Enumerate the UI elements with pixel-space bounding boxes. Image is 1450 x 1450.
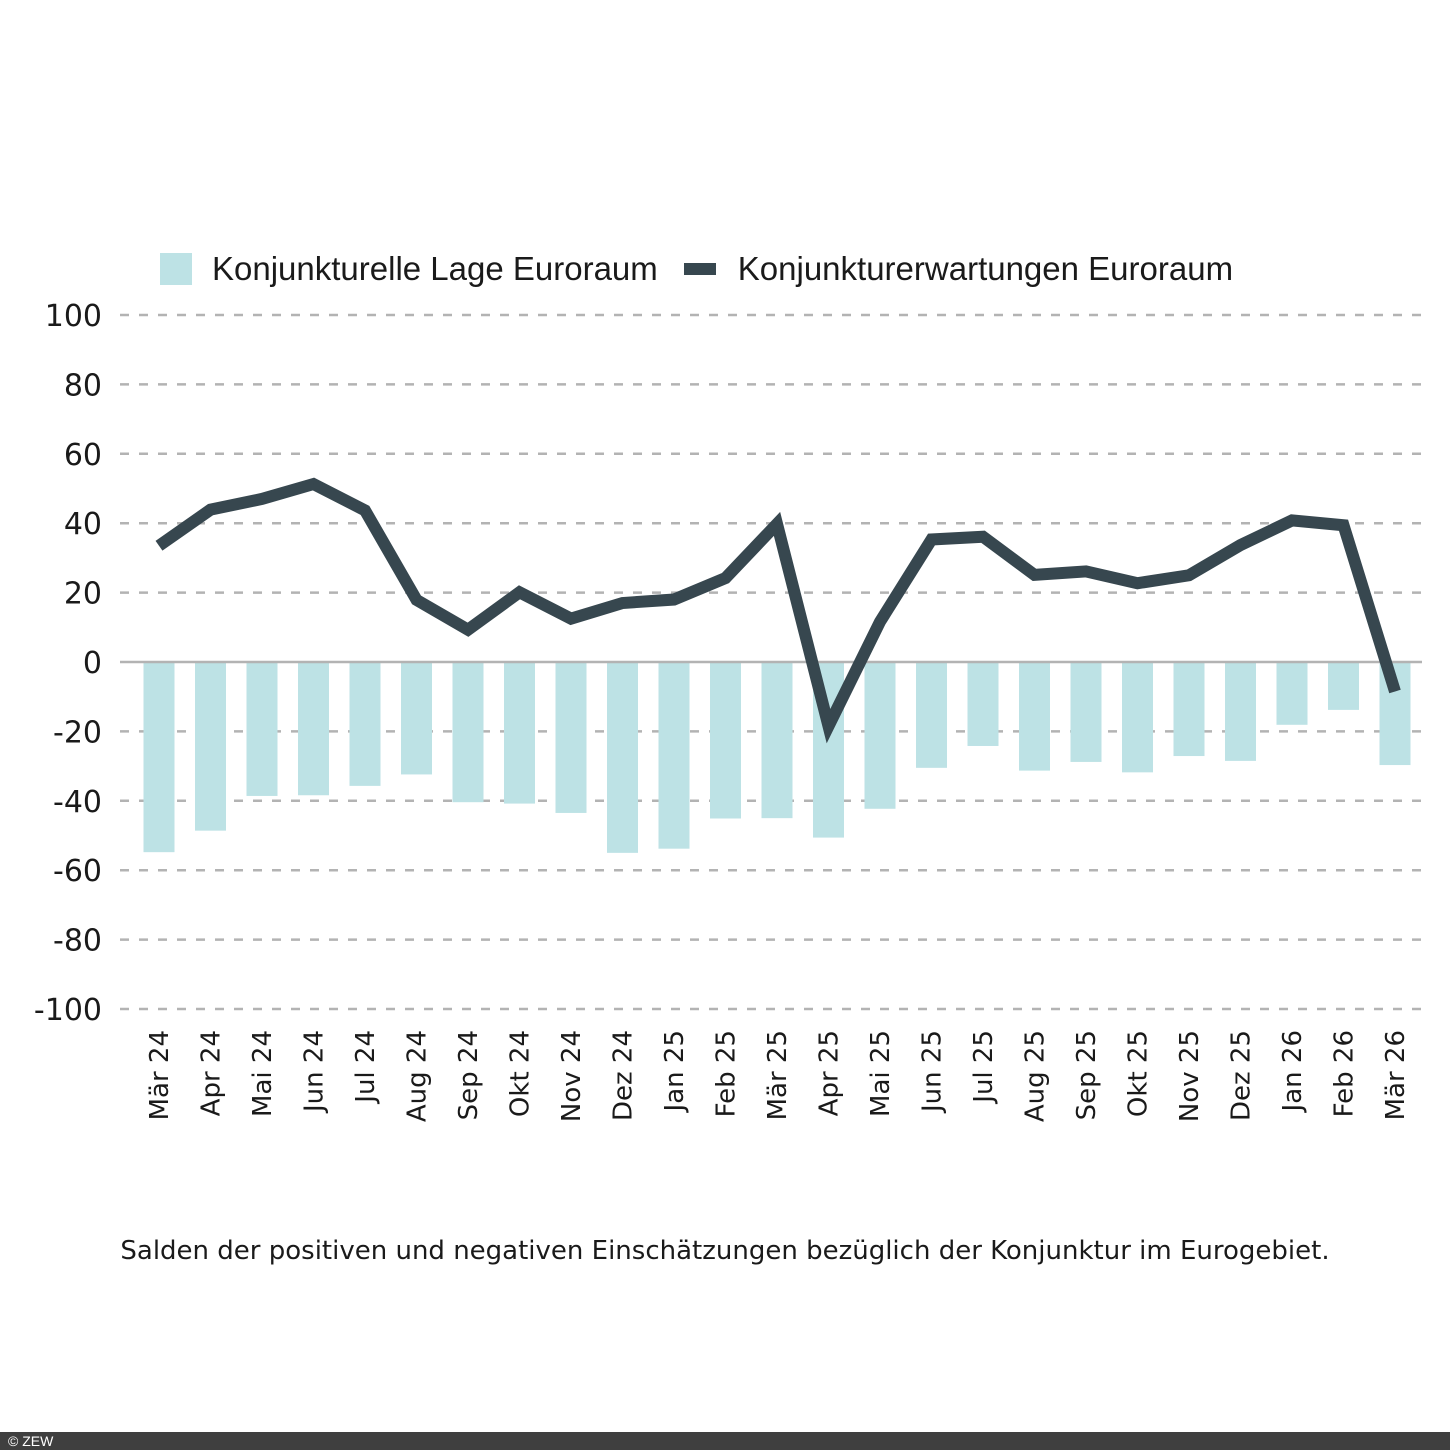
x-tick-label: Mär 24 bbox=[145, 1030, 175, 1120]
x-tick-label: Jun 24 bbox=[300, 1030, 330, 1114]
bar bbox=[864, 662, 896, 809]
y-tick-label: 100 bbox=[45, 299, 102, 334]
y-tick-label: 60 bbox=[64, 438, 102, 473]
legend-swatch-line bbox=[683, 263, 716, 275]
y-tick-label: 80 bbox=[64, 368, 102, 403]
x-tick-label: Jan 25 bbox=[660, 1030, 690, 1113]
bar bbox=[1070, 662, 1102, 762]
y-tick-label: -60 bbox=[53, 854, 102, 889]
x-tick-label: Mai 25 bbox=[866, 1030, 896, 1117]
bar bbox=[452, 662, 484, 803]
legend-swatch-bar bbox=[160, 253, 192, 285]
x-tick-label: Jul 25 bbox=[969, 1030, 999, 1105]
bar bbox=[607, 662, 638, 853]
x-tick-label: Sep 25 bbox=[1072, 1030, 1102, 1120]
y-tick-label: 40 bbox=[64, 507, 102, 542]
x-tick-label: Aug 25 bbox=[1021, 1030, 1051, 1122]
bar-series-konjunkturelle-lage bbox=[143, 662, 1411, 853]
x-tick-label: Apr 25 bbox=[815, 1030, 845, 1116]
bar bbox=[1276, 662, 1308, 725]
x-tick-label: Jul 24 bbox=[351, 1030, 381, 1105]
x-tick-label: Okt 24 bbox=[506, 1030, 536, 1117]
bar bbox=[1225, 662, 1256, 761]
bar bbox=[761, 662, 793, 819]
line-series-konjunkturerwartungen bbox=[155, 477, 1401, 744]
x-tick-label: Dez 25 bbox=[1227, 1030, 1257, 1121]
x-tick-label: Nov 25 bbox=[1175, 1030, 1205, 1122]
x-tick-label: Mär 26 bbox=[1381, 1030, 1411, 1120]
legend-item-konjunkturelle-lage[interactable]: Konjunkturelle Lage Euroraum bbox=[160, 250, 658, 288]
x-tick-label: Mai 24 bbox=[248, 1030, 278, 1117]
bar bbox=[1019, 662, 1050, 771]
bar bbox=[401, 662, 432, 775]
legend-label: Konjunkturelle Lage Euroraum bbox=[212, 250, 658, 287]
bar bbox=[710, 662, 741, 819]
x-tick-label: Jun 25 bbox=[918, 1030, 948, 1114]
y-tick-label: -20 bbox=[53, 715, 102, 750]
bar bbox=[143, 662, 175, 853]
x-tick-label: Sep 24 bbox=[454, 1030, 484, 1120]
y-axis-ticks: 100 80 60 40 20 0 -20 -40 -60 -80 -100 bbox=[34, 299, 102, 1028]
bar bbox=[1173, 662, 1205, 757]
y-tick-label: 20 bbox=[64, 577, 102, 612]
x-tick-label: Dez 24 bbox=[609, 1030, 639, 1121]
x-tick-label: Okt 25 bbox=[1124, 1030, 1154, 1117]
bar bbox=[555, 662, 587, 813]
legend-label: Konjunkturerwartungen Euroraum bbox=[737, 250, 1234, 287]
bar bbox=[916, 662, 947, 768]
y-tick-label: 0 bbox=[83, 646, 102, 681]
x-tick-label: Feb 26 bbox=[1330, 1030, 1360, 1117]
bar bbox=[246, 662, 278, 796]
y-tick-label: -80 bbox=[53, 924, 102, 959]
bar bbox=[504, 662, 535, 804]
footer-bar: © ZEW bbox=[0, 1432, 1450, 1450]
bar bbox=[349, 662, 381, 786]
legend: Konjunkturelle Lage Euroraum Konjunkture… bbox=[160, 250, 1259, 288]
y-tick-label: -100 bbox=[34, 993, 102, 1028]
bar bbox=[298, 662, 329, 796]
bar bbox=[1122, 662, 1153, 773]
x-tick-label: Aug 24 bbox=[403, 1030, 433, 1122]
x-tick-label: Feb 25 bbox=[712, 1030, 742, 1117]
bar bbox=[1328, 662, 1359, 710]
x-tick-label: Jan 26 bbox=[1278, 1030, 1308, 1113]
x-tick-label: Apr 24 bbox=[197, 1030, 227, 1116]
copyright-text: © ZEW bbox=[8, 1433, 54, 1449]
bar bbox=[967, 662, 999, 746]
bar bbox=[658, 662, 690, 849]
chart-caption: Salden der positiven und negativen Einsc… bbox=[120, 1236, 1330, 1266]
legend-item-konjunkturerwartungen[interactable]: Konjunkturerwartungen Euroraum bbox=[683, 250, 1234, 288]
bar bbox=[195, 662, 226, 831]
x-tick-label: Mär 25 bbox=[763, 1030, 793, 1120]
x-axis-ticks: Mär 24 Apr 24 Mai 24 Jun 24 Jul 24 Aug 24 Sep … bbox=[145, 1030, 1411, 1122]
x-tick-label: Nov 24 bbox=[557, 1030, 587, 1122]
y-tick-label: -40 bbox=[53, 785, 102, 820]
